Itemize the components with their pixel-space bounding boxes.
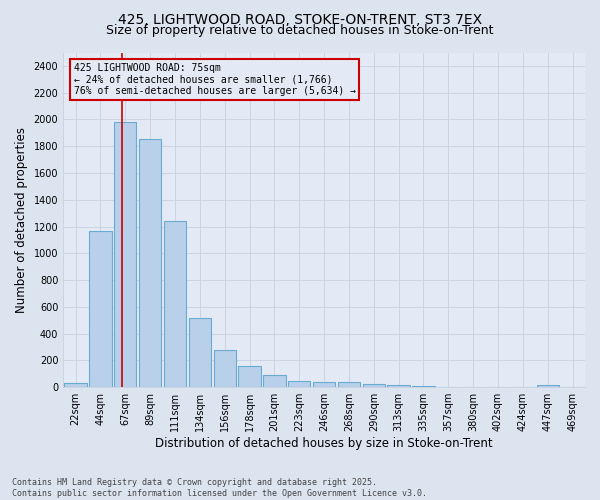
Bar — [462, 386, 484, 387]
Text: Contains HM Land Registry data © Crown copyright and database right 2025.
Contai: Contains HM Land Registry data © Crown c… — [12, 478, 427, 498]
Bar — [388, 384, 410, 387]
Bar — [562, 386, 584, 387]
X-axis label: Distribution of detached houses by size in Stoke-on-Trent: Distribution of detached houses by size … — [155, 437, 493, 450]
Bar — [487, 386, 509, 387]
Y-axis label: Number of detached properties: Number of detached properties — [15, 127, 28, 313]
Bar — [512, 386, 534, 387]
Bar — [536, 385, 559, 387]
Bar — [263, 375, 286, 387]
Bar — [437, 386, 460, 387]
Bar — [238, 366, 261, 387]
Bar — [362, 384, 385, 387]
Bar — [164, 221, 186, 387]
Bar — [114, 122, 136, 387]
Text: 425, LIGHTWOOD ROAD, STOKE-ON-TRENT, ST3 7EX: 425, LIGHTWOOD ROAD, STOKE-ON-TRENT, ST3… — [118, 12, 482, 26]
Bar — [139, 139, 161, 387]
Bar — [338, 382, 360, 387]
Bar — [288, 380, 310, 387]
Bar — [64, 383, 87, 387]
Bar — [313, 382, 335, 387]
Bar — [412, 386, 434, 387]
Bar — [214, 350, 236, 387]
Bar — [89, 230, 112, 387]
Text: Size of property relative to detached houses in Stoke-on-Trent: Size of property relative to detached ho… — [106, 24, 494, 37]
Text: 425 LIGHTWOOD ROAD: 75sqm
← 24% of detached houses are smaller (1,766)
76% of se: 425 LIGHTWOOD ROAD: 75sqm ← 24% of detac… — [74, 62, 356, 96]
Bar — [188, 318, 211, 387]
